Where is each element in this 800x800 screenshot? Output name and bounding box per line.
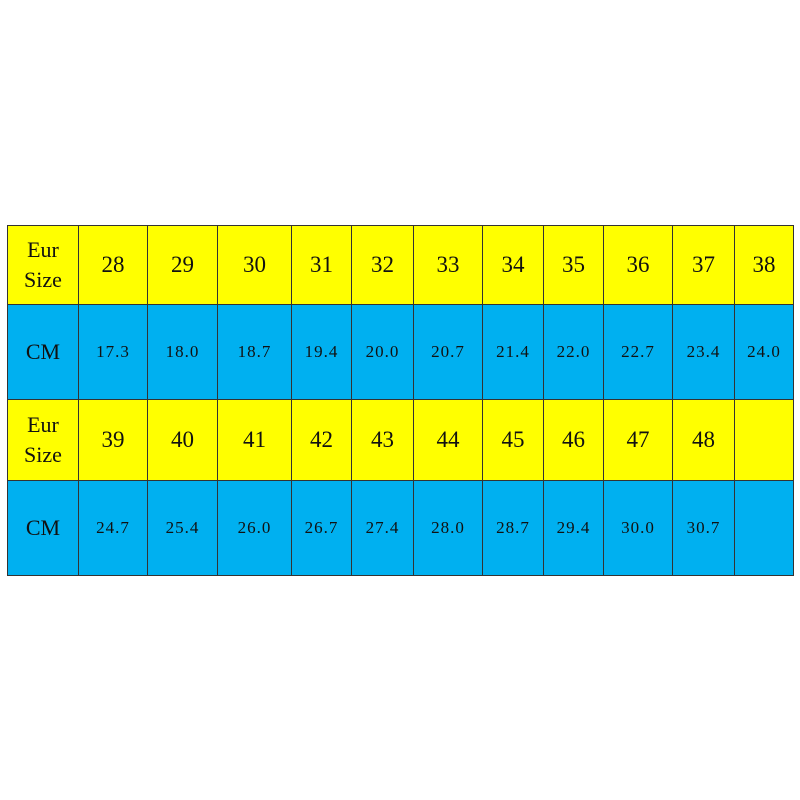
eur-size-label: Eur Size (7, 225, 79, 305)
eur-size-cell: 37 (672, 225, 735, 305)
eur-size-cell: 32 (351, 225, 414, 305)
eur-size-label: Eur Size (7, 399, 79, 481)
eur-size-cell: 29 (147, 225, 218, 305)
cm-value-cell: 22.7 (603, 304, 673, 400)
eur-size-cell: 45 (482, 399, 544, 481)
eur-size-cell: 33 (413, 225, 483, 305)
eur-size-cell: 44 (413, 399, 483, 481)
eur-size-cell: 40 (147, 399, 218, 481)
eur-size-cell: 28 (78, 225, 148, 305)
eur-label-line1: Eur (27, 237, 59, 262)
eur-size-row: Eur Size 28 29 30 31 32 33 34 35 36 37 38 (7, 225, 794, 305)
size-chart-table: Eur Size 28 29 30 31 32 33 34 35 36 37 38 CM 17.3 18… (7, 225, 794, 576)
eur-size-cell: 36 (603, 225, 673, 305)
cm-value-cell: 28.0 (413, 480, 483, 576)
cm-value-cell: 27.4 (351, 480, 414, 576)
eur-size-row: Eur Size 39 40 41 42 43 44 45 46 47 48 (7, 399, 794, 481)
cm-value-cell: 20.7 (413, 304, 483, 400)
cm-value-cell: 20.0 (351, 304, 414, 400)
cm-row: CM 24.7 25.4 26.0 26.7 27.4 28.0 28.7 29.4 30.0 3… (7, 480, 794, 576)
cm-label: CM (7, 304, 79, 400)
cm-value-cell: 18.0 (147, 304, 218, 400)
eur-label-line2: Size (24, 267, 62, 292)
cm-value-cell: 23.4 (672, 304, 735, 400)
eur-size-cell: 35 (543, 225, 604, 305)
eur-size-cell: 47 (603, 399, 673, 481)
cm-label: CM (7, 480, 79, 576)
cm-value-cell (734, 480, 794, 576)
eur-size-cell: 41 (217, 399, 292, 481)
cm-value-cell: 24.0 (734, 304, 794, 400)
cm-value-cell: 21.4 (482, 304, 544, 400)
cm-row: CM 17.3 18.0 18.7 19.4 20.0 20.7 21.4 22.0 22.7 2… (7, 304, 794, 400)
cm-value-cell: 26.7 (291, 480, 352, 576)
cm-value-cell: 22.0 (543, 304, 604, 400)
cm-value-cell: 30.0 (603, 480, 673, 576)
cm-value-cell: 29.4 (543, 480, 604, 576)
eur-size-cell: 30 (217, 225, 292, 305)
eur-size-cell: 43 (351, 399, 414, 481)
eur-size-cell: 34 (482, 225, 544, 305)
eur-size-cell: 38 (734, 225, 794, 305)
cm-value-cell: 26.0 (217, 480, 292, 576)
cm-value-cell: 28.7 (482, 480, 544, 576)
eur-size-cell: 31 (291, 225, 352, 305)
eur-size-cell: 39 (78, 399, 148, 481)
cm-value-cell: 24.7 (78, 480, 148, 576)
cm-value-cell: 17.3 (78, 304, 148, 400)
eur-size-cell: 48 (672, 399, 735, 481)
eur-size-cell: 42 (291, 399, 352, 481)
cm-value-cell: 18.7 (217, 304, 292, 400)
eur-label-line1: Eur (27, 412, 59, 437)
cm-value-cell: 30.7 (672, 480, 735, 576)
eur-size-cell (734, 399, 794, 481)
cm-value-cell: 25.4 (147, 480, 218, 576)
eur-size-cell: 46 (543, 399, 604, 481)
eur-label-line2: Size (24, 442, 62, 467)
cm-value-cell: 19.4 (291, 304, 352, 400)
